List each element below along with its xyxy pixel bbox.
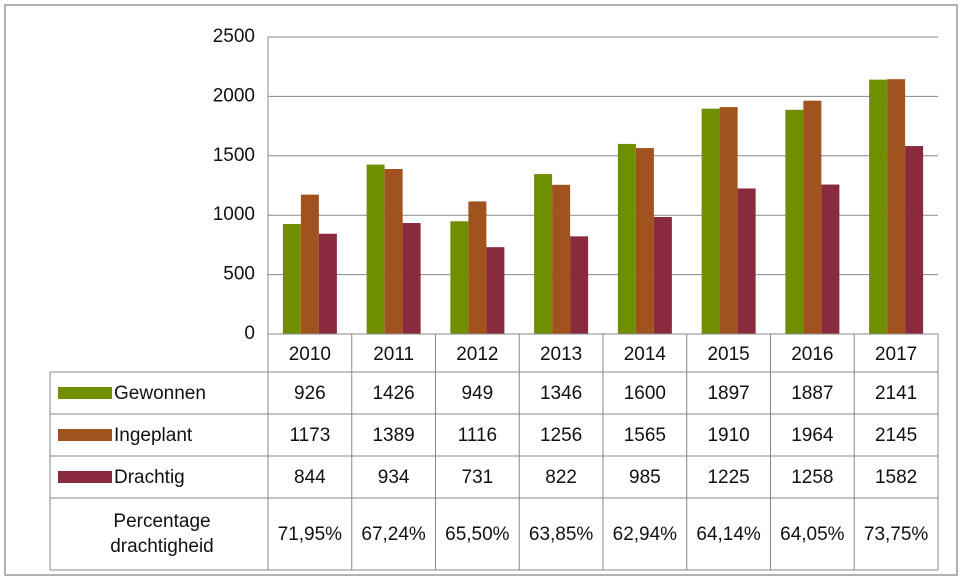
row-label: Percentage drachtigheid: [110, 511, 214, 557]
bar: [617, 143, 636, 334]
bar: [486, 247, 505, 334]
y-tick-label: 0: [244, 323, 255, 344]
table-value: 1897: [707, 383, 749, 404]
bar: [450, 221, 469, 334]
table-value: 926: [294, 383, 326, 404]
table-value: 1346: [540, 383, 582, 404]
bar: [384, 168, 403, 334]
bar: [552, 184, 571, 334]
table-value: 63,85%: [529, 524, 594, 545]
table-value: 844: [294, 467, 326, 488]
table-value: 1887: [791, 383, 833, 404]
chart-frame: [4, 4, 958, 576]
x-tick-label: 2014: [624, 344, 667, 365]
table-value: 1582: [875, 467, 917, 488]
x-tick-label: 2015: [707, 344, 749, 365]
bar: [701, 108, 720, 334]
legend-label: Drachtig: [114, 467, 185, 488]
bar: [468, 201, 487, 334]
bar: [635, 148, 654, 334]
table-value: 1389: [372, 425, 414, 446]
legend-swatch: [58, 471, 112, 483]
y-tick-label: 2500: [213, 26, 255, 47]
table-value: 1426: [372, 383, 414, 404]
table-value: 1225: [707, 467, 749, 488]
bar: [785, 109, 804, 334]
x-tick-label: 2011: [373, 344, 414, 365]
legend-label: Gewonnen: [114, 383, 206, 404]
bar: [570, 236, 589, 334]
table-value: 1565: [624, 425, 666, 446]
table-value: 1964: [791, 425, 834, 446]
bar: [803, 100, 822, 334]
table-value: 65,50%: [445, 524, 510, 545]
bar: [719, 107, 738, 334]
table-value: 62,94%: [613, 524, 678, 545]
table-value: 1173: [289, 425, 330, 446]
table-value: 64,05%: [780, 524, 845, 545]
table-value: 2145: [875, 425, 917, 446]
table-value: 1910: [707, 425, 749, 446]
bar: [821, 184, 840, 334]
bar: [282, 223, 301, 334]
table-value: 64,14%: [696, 524, 761, 545]
legend-swatch: [58, 429, 112, 441]
table-value: 2141: [875, 383, 917, 404]
row-label-box: Percentage drachtigheid: [110, 511, 214, 557]
bar: [402, 223, 421, 334]
bar: [905, 146, 924, 334]
y-tick-label: 1000: [213, 204, 255, 225]
table-value: 71,95%: [278, 524, 343, 545]
bar: [366, 164, 385, 334]
bar: [534, 174, 553, 334]
y-tick-label: 500: [223, 264, 255, 285]
y-tick-label: 2000: [213, 85, 255, 106]
legend-swatch: [58, 387, 112, 399]
bar: [653, 216, 672, 334]
x-tick-label: 2016: [791, 344, 833, 365]
table-value: 1600: [624, 383, 666, 404]
table-value: 1258: [791, 467, 833, 488]
bar: [300, 194, 319, 334]
table-value: 67,24%: [361, 524, 426, 545]
x-tick-label: 2010: [289, 344, 331, 365]
x-tick-label: 2012: [456, 344, 498, 365]
table-value: 731: [462, 467, 494, 488]
table-value: 1256: [540, 425, 582, 446]
table-value: 822: [545, 467, 577, 488]
legend-label: Ingeplant: [114, 425, 193, 446]
bar: [737, 188, 756, 334]
table-value: 934: [378, 467, 410, 488]
x-tick-label: 2017: [875, 344, 917, 365]
table-value: 73,75%: [864, 524, 929, 545]
bar: [887, 79, 906, 334]
y-tick-label: 1500: [213, 145, 255, 166]
table-value: 1116: [458, 425, 497, 446]
x-tick-label: 2013: [540, 344, 582, 365]
table-value: 985: [629, 467, 661, 488]
bar: [869, 79, 888, 334]
bar: [318, 233, 337, 334]
table-value: 949: [462, 383, 494, 404]
